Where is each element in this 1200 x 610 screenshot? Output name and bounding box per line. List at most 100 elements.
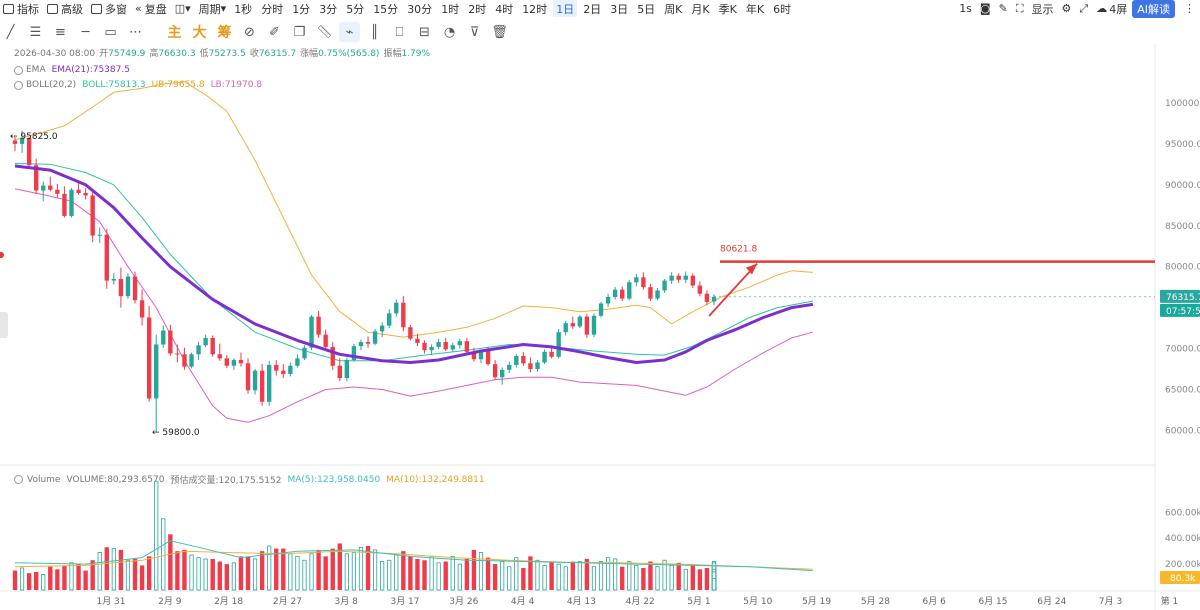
close-value: 76315.7	[258, 49, 297, 59]
trash-icon[interactable]: 🗑︎	[491, 24, 508, 40]
measure-icon[interactable]: ⌁	[339, 22, 360, 42]
volume-bar	[316, 549, 321, 590]
period-8[interactable]: 2时	[468, 2, 487, 16]
candle-body	[19, 138, 25, 144]
period-19[interactable]: 6时	[773, 2, 792, 16]
candle-body	[605, 296, 611, 304]
period-4[interactable]: 5分	[346, 2, 365, 16]
volume-bar	[514, 557, 519, 591]
volume-bar	[351, 552, 356, 591]
volume-bar	[146, 556, 152, 590]
period-7[interactable]: 1时	[441, 2, 460, 16]
copy-icon[interactable]: ❐	[293, 24, 306, 40]
candle-body	[175, 353, 180, 355]
period-12[interactable]: 2日	[583, 2, 602, 16]
low-label: 低	[199, 49, 209, 59]
multiwindow-button[interactable]: 多窗	[88, 0, 130, 17]
volume-ma5-line	[14, 540, 813, 572]
arrow-line	[708, 262, 758, 317]
period-5[interactable]: 15分	[373, 2, 399, 16]
calendar-icon	[47, 3, 58, 14]
period-3[interactable]: 3分	[319, 2, 338, 16]
boll-lower-line	[14, 188, 813, 423]
indicators-button[interactable]: 指标	[0, 0, 42, 17]
candle-body	[55, 189, 60, 194]
candle-body	[591, 315, 597, 335]
chart-type-button[interactable]: ◫▾	[172, 0, 194, 17]
ruler-icon[interactable]: 📏︎	[316, 24, 333, 40]
arc-icon[interactable]: ◔	[443, 24, 456, 40]
more-icon[interactable]: ⋮	[1184, 2, 1195, 15]
volume-bar	[330, 548, 335, 590]
channel-icon[interactable]: ≡	[55, 24, 66, 40]
candle-body	[337, 365, 342, 379]
volume-bar	[563, 566, 568, 591]
period-16[interactable]: 月K	[691, 2, 710, 16]
camera-icon[interactable]: ◙	[979, 2, 991, 15]
trendline-icon[interactable]: ╱	[6, 24, 15, 40]
candle-body	[648, 287, 653, 299]
parallel-lines-icon[interactable]: ☰	[29, 24, 42, 40]
pen-icon[interactable]: ✎	[998, 2, 1008, 15]
volume-bar	[175, 551, 180, 590]
visibility-icon[interactable]	[14, 475, 23, 484]
period-1[interactable]: 分时	[261, 2, 284, 16]
period-13[interactable]: 3日	[610, 2, 629, 16]
rectangle-icon[interactable]: ▭	[104, 24, 117, 40]
display-button[interactable]: 显示	[1031, 2, 1054, 16]
period-11[interactable]: 1日	[553, 0, 578, 17]
big-order-button[interactable]: 大	[192, 25, 207, 41]
interval-button[interactable]: 1s	[959, 2, 972, 15]
volume-bar	[401, 551, 406, 590]
main-chart-button[interactable]: 主	[167, 25, 182, 41]
advanced-button[interactable]: 高级	[44, 0, 86, 17]
period-14[interactable]: 5日	[637, 2, 656, 16]
volume-ma5-value: MA(5):123,958.0450	[287, 474, 381, 485]
period-6[interactable]: 30分	[407, 2, 433, 16]
volume-bar	[415, 558, 420, 590]
period-9[interactable]: 4时	[495, 2, 514, 16]
ai-button[interactable]: AI解读	[1132, 0, 1175, 18]
volume-bar	[154, 480, 159, 591]
candle-body	[528, 363, 533, 370]
brush-icon[interactable]: ✐	[269, 24, 280, 40]
bars-icon[interactable]: ║	[370, 24, 379, 40]
volume-bar	[408, 556, 413, 590]
period-0[interactable]: 1秒	[234, 2, 253, 16]
candle-body	[598, 303, 604, 316]
replay-button[interactable]: «复盘	[135, 2, 167, 16]
expand-icon[interactable]: ⤢	[1079, 1, 1089, 15]
period-15[interactable]: 周K	[664, 2, 683, 16]
volume-bar	[613, 558, 618, 591]
period-17[interactable]: 季K	[718, 2, 737, 16]
text-icon[interactable]: ⊟	[419, 24, 430, 40]
volume-bar	[697, 569, 703, 590]
horizontal-line-icon[interactable]: ─	[81, 24, 90, 40]
volume-bar	[471, 549, 477, 590]
side-panel-handle[interactable]	[0, 312, 8, 338]
period-button[interactable]: 周期 ▾	[198, 2, 227, 16]
period-2[interactable]: 1分	[292, 2, 311, 16]
candle-body	[139, 300, 145, 318]
filter-icon[interactable]: ⊽	[469, 24, 480, 40]
settings-icon[interactable]: ⚙	[1061, 2, 1072, 15]
candle-body	[697, 285, 703, 294]
time-tick: 7月 3	[1099, 596, 1122, 607]
magnet-icon[interactable]: ⊘	[244, 24, 255, 40]
lock-icon[interactable]: ⎕	[395, 24, 404, 40]
visibility-icon[interactable]	[14, 81, 23, 91]
layout-button[interactable]: ☁ 4屏	[1096, 2, 1128, 16]
volume-bar	[492, 564, 498, 590]
chip-button[interactable]: 筹	[217, 25, 232, 41]
fullscreen-icon[interactable]: ⛶	[1015, 1, 1024, 15]
candle-body	[316, 316, 321, 335]
volume-bar	[344, 553, 349, 591]
volume-bar	[83, 570, 88, 590]
candle-body	[83, 193, 88, 196]
volume-bar	[302, 559, 307, 591]
visibility-icon[interactable]	[14, 65, 23, 75]
more-tools-icon[interactable]: ⋯	[129, 24, 142, 40]
period-10[interactable]: 12时	[522, 2, 548, 16]
period-18[interactable]: 年K	[745, 2, 765, 16]
